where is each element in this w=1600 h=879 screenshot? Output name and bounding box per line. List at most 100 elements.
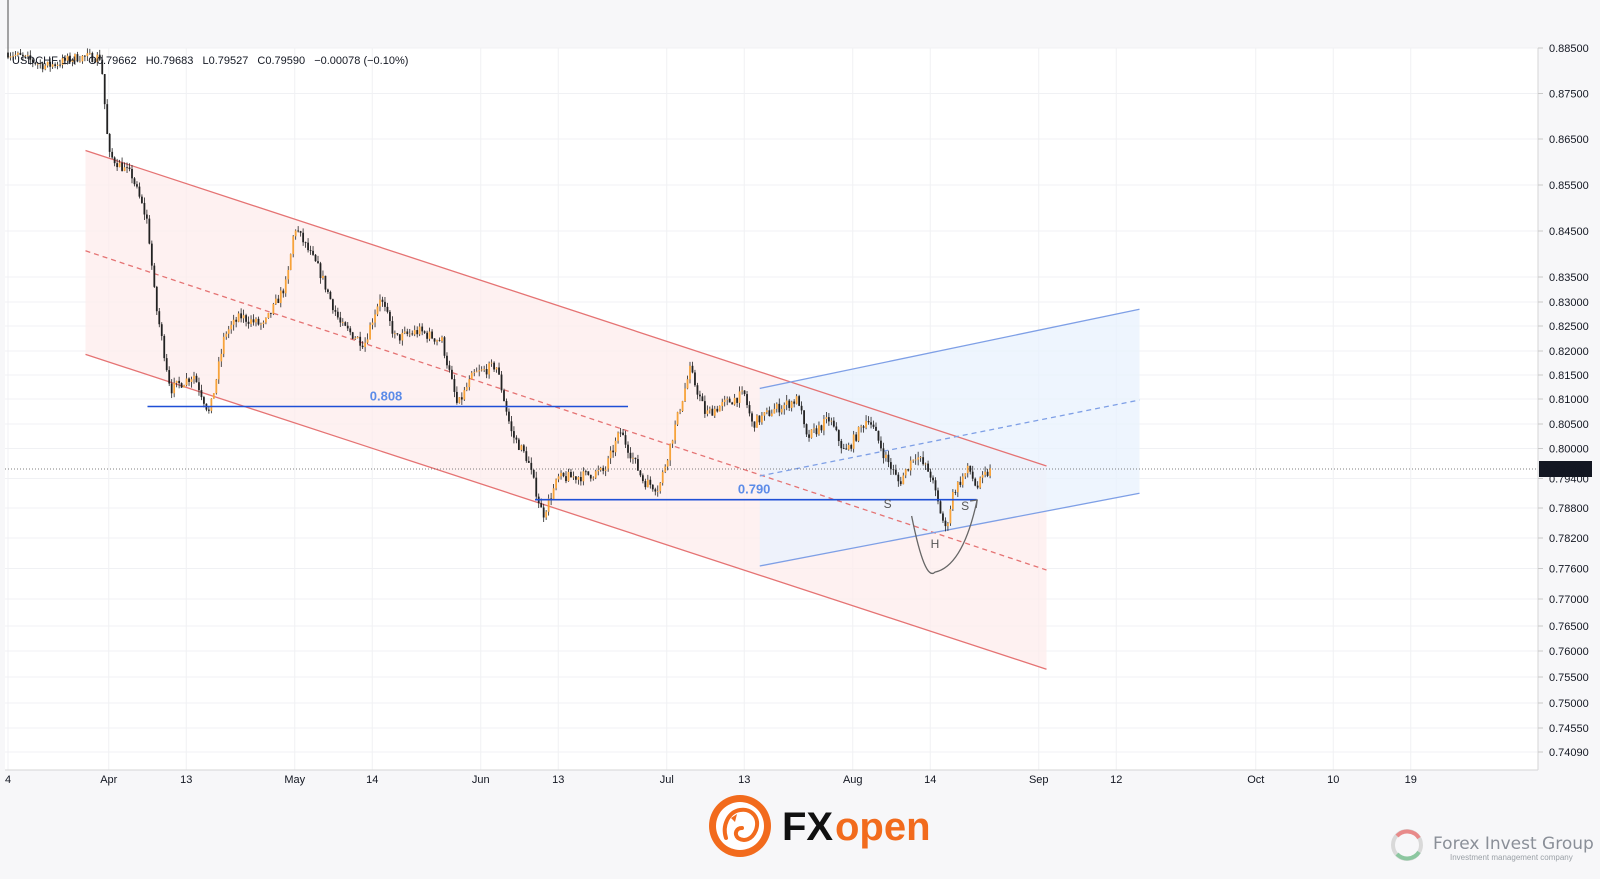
candle-body <box>230 324 233 330</box>
candle-body <box>131 168 133 179</box>
x-tick-label: Sep <box>1029 774 1049 786</box>
candle-body <box>659 482 662 492</box>
candle-body <box>158 311 161 325</box>
candle-body <box>545 511 548 518</box>
candle-body <box>770 413 773 417</box>
candle-body <box>34 62 37 64</box>
candle-body <box>763 412 766 416</box>
candle-body <box>654 489 657 492</box>
candle-body <box>894 469 897 475</box>
candle-body <box>81 55 84 62</box>
candle-body <box>232 319 235 325</box>
candle-body <box>919 457 922 459</box>
candle-body <box>349 328 352 333</box>
x-tick-label: May <box>284 774 305 786</box>
candle-body <box>56 64 59 66</box>
candle-body <box>356 336 359 339</box>
candle-body <box>964 473 967 477</box>
candle-body <box>242 315 245 319</box>
candle-body <box>976 485 979 488</box>
candle-body <box>790 401 793 408</box>
candle-body <box>36 63 39 65</box>
candle-body <box>188 378 190 382</box>
candle-body <box>217 361 220 380</box>
candle-body <box>31 59 34 63</box>
candle-body <box>364 342 367 348</box>
candle-body <box>708 408 711 411</box>
candle-body <box>265 317 267 323</box>
ohlc-symbol: USDCHF·1H· <box>12 55 79 67</box>
candle-body <box>981 474 984 478</box>
candle-body <box>460 397 463 400</box>
candle-body <box>324 275 327 290</box>
candle-body <box>612 450 615 453</box>
candle-body <box>21 54 24 56</box>
candle-body <box>947 523 949 527</box>
candle-body <box>870 422 872 425</box>
candle-body <box>880 440 882 449</box>
candle-body <box>736 397 739 403</box>
level-label: 0.790 <box>738 482 771 497</box>
candle-body <box>649 479 652 485</box>
candle-body <box>29 55 32 60</box>
candle-body <box>875 426 877 431</box>
candle-body <box>691 365 694 373</box>
candle-body <box>718 406 721 412</box>
candle-body <box>924 463 927 465</box>
candle-body <box>341 322 344 324</box>
candle-body <box>728 398 731 403</box>
candle-body <box>69 55 71 62</box>
candle-body <box>646 479 649 488</box>
candle-body <box>475 371 478 373</box>
candle-body <box>185 378 188 386</box>
candle-body <box>703 401 706 414</box>
candle-body <box>944 520 947 527</box>
y-tick-label: 0.85500 <box>1549 180 1589 192</box>
candle-body <box>671 440 674 444</box>
candle-body <box>572 476 575 478</box>
last-price: 0.79590 <box>5 461 1592 477</box>
candle-body <box>825 417 828 419</box>
candle-body <box>827 417 830 422</box>
candle-body <box>679 411 681 413</box>
candle-body <box>284 279 287 294</box>
candle-body <box>334 310 337 312</box>
x-tick-label: 14 <box>366 774 378 786</box>
candle-body <box>966 465 969 474</box>
candle-body <box>319 263 322 279</box>
candle-body <box>594 471 597 478</box>
candle-body <box>788 400 791 408</box>
candle-body <box>76 54 79 62</box>
candle-body <box>406 331 409 335</box>
candle-body <box>602 467 605 471</box>
candle-body <box>302 232 305 243</box>
candle-body <box>587 471 590 475</box>
candle-body <box>12 56 14 57</box>
candle-body <box>493 362 495 370</box>
descending-channel-middle <box>85 250 1047 571</box>
candle-body <box>954 492 957 493</box>
forex-invest-watermark: Forex Invest Group OÜ Investment managem… <box>1391 829 1600 862</box>
y-tick-label: 0.74550 <box>1549 723 1589 735</box>
candle-body <box>902 475 905 485</box>
candle-body <box>560 472 562 477</box>
candle-body <box>748 405 751 414</box>
candle-body <box>716 408 719 412</box>
candle-body <box>163 335 166 359</box>
ascending-channel-lower <box>759 492 1140 567</box>
candle-body <box>272 303 275 314</box>
level-label: 0.808 <box>370 389 403 404</box>
candle-body <box>389 311 391 322</box>
candle-body <box>629 452 632 459</box>
x-tick-label: 14 <box>924 774 936 786</box>
candle-body <box>41 63 44 70</box>
candle-body <box>145 214 148 219</box>
channel-lines <box>85 149 1140 670</box>
candle-body <box>292 236 295 255</box>
candle-body <box>451 369 453 379</box>
candle-body <box>622 432 624 436</box>
candle-body <box>738 391 741 403</box>
candle-body <box>200 390 203 398</box>
candle-body <box>225 333 228 337</box>
x-tick-label: Jul <box>660 774 674 786</box>
